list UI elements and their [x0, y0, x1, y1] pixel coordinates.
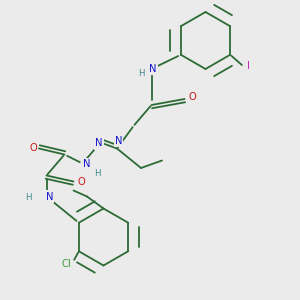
Text: O: O [188, 92, 196, 103]
Text: I: I [248, 61, 250, 71]
Text: N: N [95, 138, 103, 148]
Text: Cl: Cl [61, 259, 71, 269]
Text: N: N [46, 191, 53, 202]
Text: H: H [138, 69, 144, 78]
Text: N: N [149, 64, 157, 74]
Text: H: H [94, 169, 101, 178]
Text: O: O [77, 177, 85, 188]
Text: N: N [115, 136, 122, 146]
Text: N: N [83, 159, 91, 170]
Text: H: H [25, 193, 32, 202]
Text: O: O [29, 142, 37, 153]
